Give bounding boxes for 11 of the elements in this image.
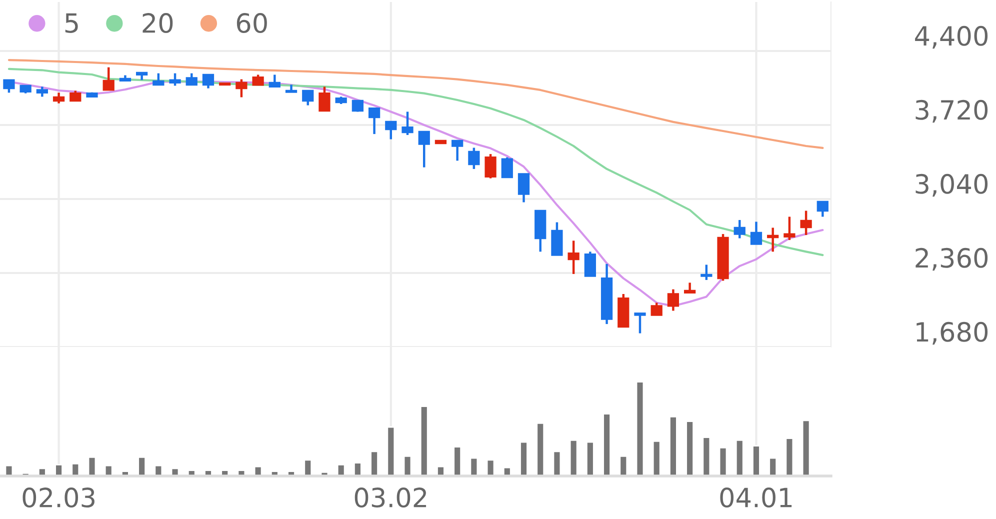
x-tick-label: 03.02	[354, 488, 426, 508]
legend-label: 20	[142, 13, 173, 34]
y-tick-label: 4,400	[915, 26, 988, 49]
legend-label: 5	[65, 13, 78, 34]
y-tick-label: 2,360	[916, 248, 988, 271]
y-tick-label: 3,720	[916, 100, 988, 123]
legend-label: 60	[236, 13, 267, 34]
y-tick-label: 3,040	[916, 174, 988, 197]
x-tick-label: 04.01	[720, 488, 792, 508]
x-tick-label: 02.03	[22, 488, 94, 508]
y-tick-label: 1,680	[916, 322, 988, 345]
